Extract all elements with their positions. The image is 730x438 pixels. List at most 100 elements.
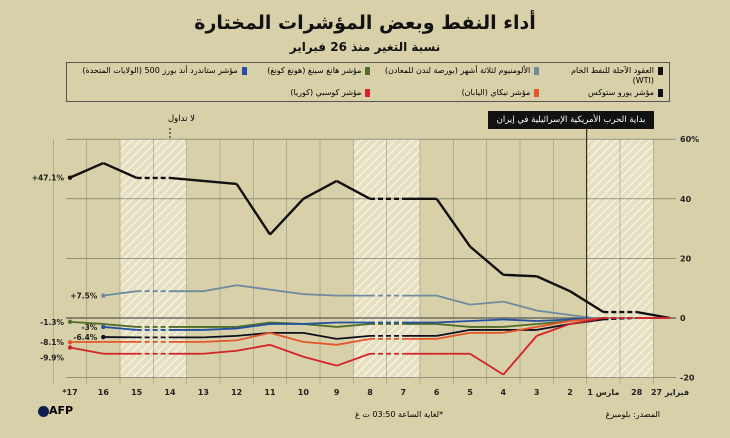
x-tick-label: 1 مارس [587, 388, 619, 398]
series-0: +47.1% [32, 161, 671, 320]
x-tick-label: 15 [131, 388, 143, 397]
series-segment [303, 355, 337, 367]
series-segment [203, 339, 237, 343]
series-start-label: -9.9% [40, 354, 64, 363]
x-tick-label: 14 [164, 388, 176, 397]
no-trading-label: لا تداول [168, 114, 196, 124]
series-segment [269, 343, 304, 358]
chart-title: أداء النفط وبعض المؤشرات المختارة [194, 12, 536, 34]
series-segment [536, 323, 571, 337]
legend-label: مؤشر ستاندرد أند بورز 500 (الولايات المت… [82, 66, 238, 75]
x-tick-label: 11 [264, 388, 276, 397]
series-segment [269, 288, 304, 296]
legend-swatch [658, 89, 663, 97]
series-segment [469, 245, 505, 276]
legend-swatch [534, 89, 540, 97]
series-segment [302, 179, 338, 200]
legend-item: الألومنيوم لثلاثة أشهر (بورصة لندن للمعا… [378, 66, 540, 86]
series-segment [436, 294, 471, 306]
x-tick-label: 7 [401, 388, 407, 397]
legend-label: العقود الآجلة للنفط الخام (WTI) [571, 66, 654, 85]
series-segment [203, 349, 237, 355]
series-start-point [101, 293, 106, 298]
x-tick-label: 16 [98, 388, 110, 397]
series-segment [303, 340, 337, 346]
series-start-point [67, 175, 73, 180]
series-segment [103, 290, 137, 297]
x-tick-label: 10 [298, 388, 310, 397]
legend-item: مؤشر كوسبي (كوريا) [255, 88, 371, 98]
series-start-point [67, 319, 73, 325]
series-segment [503, 326, 537, 334]
legend-label: مؤشر هانغ سينغ (هونغ كونغ) [267, 66, 362, 75]
series-segment [436, 329, 471, 337]
series-segment [69, 161, 104, 179]
series-start-label: -1.3% [40, 318, 64, 327]
legend-swatch [534, 67, 540, 75]
series-segment [536, 309, 571, 316]
series-segment [435, 198, 471, 248]
series-segment [69, 346, 104, 355]
series-segment [502, 335, 538, 376]
legend-swatch [658, 67, 663, 75]
series-1: +7.5% [70, 284, 670, 321]
x-tick-label: 12 [231, 388, 242, 397]
series-segment [303, 321, 337, 325]
series-segment [203, 327, 237, 331]
y-tick-label: 40 [680, 195, 692, 204]
x-tick-label: 28 [631, 388, 643, 397]
series-segment [103, 326, 137, 331]
y-tick-label: -20 [680, 374, 695, 383]
series-segment [103, 323, 137, 328]
war-start-annotation: بداية الحرب الأمريكية الإسرائيلية في إير… [488, 111, 654, 129]
x-tick-label: 5 [467, 388, 473, 397]
series-segment [203, 284, 237, 293]
series-segment [303, 332, 337, 340]
source-label: المصدر: بلومبرغ [605, 410, 660, 419]
x-tick-label: *17 [62, 388, 77, 397]
series-4: -6.4% [73, 317, 670, 342]
y-tick-label: 60% [680, 135, 699, 144]
series-segment [303, 293, 337, 297]
legend-item: مؤشر ستاندرد أند بورز 500 (الولايات المت… [73, 66, 247, 86]
x-tick-label: 13 [198, 388, 209, 397]
series-segment [503, 273, 537, 278]
series-segment [236, 321, 271, 328]
legend-item: مؤشر يورو ستوكس [547, 88, 663, 98]
series-start-label: -6.4% [73, 333, 97, 342]
legend-item: مؤشر هانغ سينغ (هونغ كونغ) [255, 66, 371, 86]
series-segment [336, 334, 371, 340]
series-segment [236, 323, 271, 330]
series-start-label: -3% [81, 323, 97, 332]
series-segment [203, 179, 237, 186]
x-tick-label: 6 [434, 388, 440, 397]
series-start-label: +47.1% [32, 174, 65, 183]
series-segment [469, 352, 504, 376]
series-5: -8.1% [40, 317, 670, 347]
series-segment [469, 318, 504, 322]
series-segment [236, 343, 271, 352]
y-tick-label: 20 [680, 254, 692, 263]
legend-swatch [241, 67, 247, 75]
x-tick-label: 3 [534, 388, 540, 397]
series-segment [636, 310, 671, 320]
afp-logo: AFP [36, 404, 73, 417]
chart-subtitle: نسبة التغير منذ 26 فبراير [289, 40, 441, 54]
series-segment [503, 300, 537, 312]
x-tick-label: 9 [334, 388, 340, 397]
series-start-label: +7.5% [70, 292, 98, 301]
series-start-point [101, 324, 106, 330]
legend-label: مؤشر نيكاي (اليابان) [461, 88, 531, 97]
x-tick-label: 2 [567, 388, 573, 397]
legend: العقود الآجلة للنفط الخام (WTI) الألومنيو… [66, 62, 670, 102]
series-segment [503, 318, 537, 322]
series-start-point [101, 334, 106, 340]
series-segment [336, 352, 371, 367]
afp-logo-dot [38, 405, 49, 417]
series-segment [536, 320, 571, 328]
series-segment [102, 161, 138, 180]
x-tick-label: 8 [367, 388, 373, 397]
legend-item: العقود الآجلة للنفط الخام (WTI) [547, 66, 663, 86]
